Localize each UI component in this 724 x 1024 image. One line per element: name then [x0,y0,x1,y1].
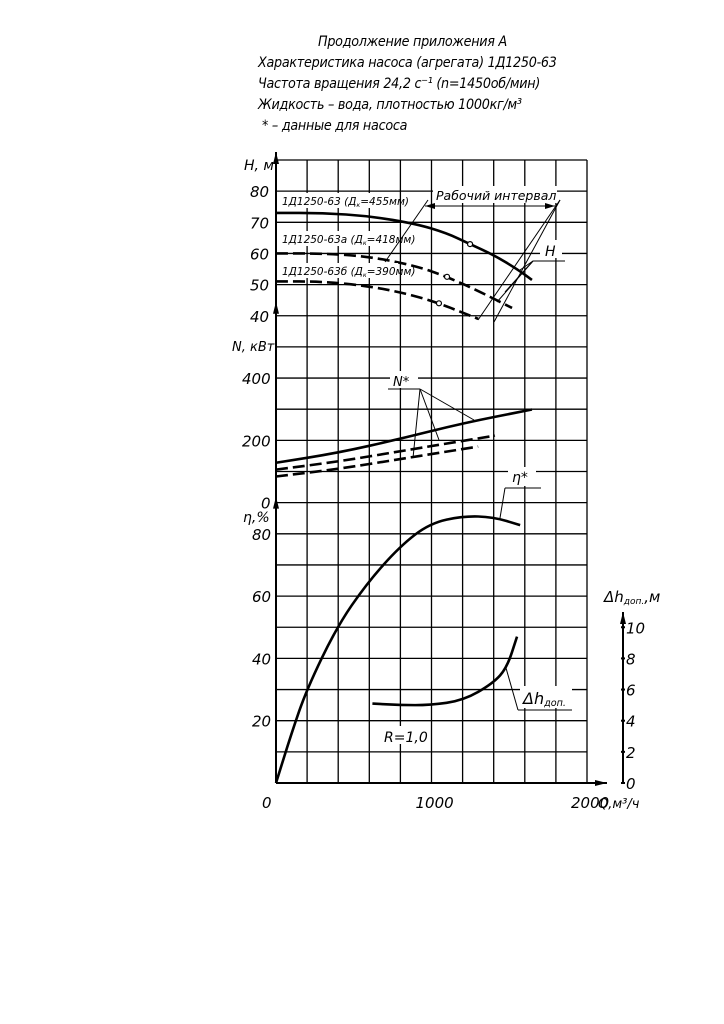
x-tick-label: 2000 [571,794,609,812]
npsh-curve [372,636,519,707]
label-bg [280,263,398,278]
label-bg [380,726,420,744]
h-tick-label: 80 [250,183,269,201]
power-curve [275,445,479,478]
asterisk-note: * – данные для насоса [262,118,408,134]
y-axis-arrow [273,496,279,509]
n-tick-label: 400 [242,370,271,388]
efficiency-curve [274,515,521,784]
head-series-label: 1Д1250-63б (Дк=390мм) [282,266,415,279]
arrow-head [425,203,435,209]
head-operating-point [435,300,443,307]
n-tick-label: 200 [242,432,271,450]
eta-tick-label: 60 [252,588,271,606]
n-leader [419,388,440,441]
working-interval-left-boundary [384,199,429,263]
head-curve [276,211,533,281]
eta-tick-label: 40 [252,650,271,668]
npsh-tick-label: 10 [626,619,645,637]
n-curve-label: N* [393,375,410,390]
npsh-tick-label: 4 [626,713,636,731]
h-tick-label: 60 [250,245,269,263]
n-tick-label: 0 [261,495,271,513]
x-axis-label: Q,м³/ч [598,797,640,812]
subtitle-continuation: Продолжение приложения А [318,34,507,50]
eta-axis-label: η,% [243,510,270,526]
npsh-tick-label: 0 [626,775,636,793]
label-bg [433,186,557,203]
h-tick-label: 50 [250,277,269,295]
npsh-leader [505,667,519,711]
h-tick-label: 40 [250,308,269,326]
h-leader [496,260,534,303]
eta-leader [499,487,506,519]
head-curve [275,252,513,310]
eta-tick-label: 80 [252,526,271,544]
y-axis-arrow [273,152,279,164]
label-bg [390,371,418,388]
label-bg [520,686,572,708]
head-operating-point [443,273,451,280]
rotation-speed: Частота вращения 24,2 с⁻¹ (n=1450об/мин) [258,76,541,92]
eta-tick-label: 20 [252,713,271,731]
x-axis-arrow [595,780,607,786]
working-interval-label: Рабочий интервал [436,188,556,203]
npsh-axis-label: Δhдоп.,м [603,588,660,607]
label-bg [280,193,398,208]
npsh-tick-label: 2 [626,744,636,762]
head-series-label: 1Д1250-63а (Дк=418мм) [282,234,415,247]
arrow-head [545,203,555,209]
head-operating-point [466,241,474,248]
working-interval-right-boundary [477,199,561,321]
npsh-curve-label: Δhдоп. [521,689,566,709]
npsh-tick-label: 8 [626,650,636,668]
x-tick-label: 1000 [416,794,454,812]
h-tick-label: 70 [250,214,269,232]
npsh-tick-label: 6 [626,682,636,700]
chart-title: Характеристика насоса (агрегата) 1Д1250-… [258,55,557,71]
power-curve [275,408,533,465]
h-axis-label: H, м [244,158,274,174]
label-bg [540,240,562,258]
n-leader [419,388,475,421]
h-leader [519,260,534,271]
label-bg [508,467,536,486]
npsh-axis-arrow [620,612,626,624]
working-interval-right-boundary [493,199,561,323]
head-curve [276,280,479,321]
r-annotation: R=1,0 [384,730,428,746]
fluid-info: Жидкость – вода, плотностью 1000кг/м³ [258,97,522,113]
head-series-label: 1Д1250-63 (Дк=455мм) [282,196,409,209]
x-tick-label: 0 [262,794,272,812]
n-leader [412,388,421,459]
h-curve-label: H [545,244,556,260]
label-bg [280,231,398,246]
n-axis-label: N, кВт [232,340,275,355]
eta-curve-label: η* [512,470,528,486]
power-curve [275,434,496,471]
y-axis-arrow [273,301,279,314]
